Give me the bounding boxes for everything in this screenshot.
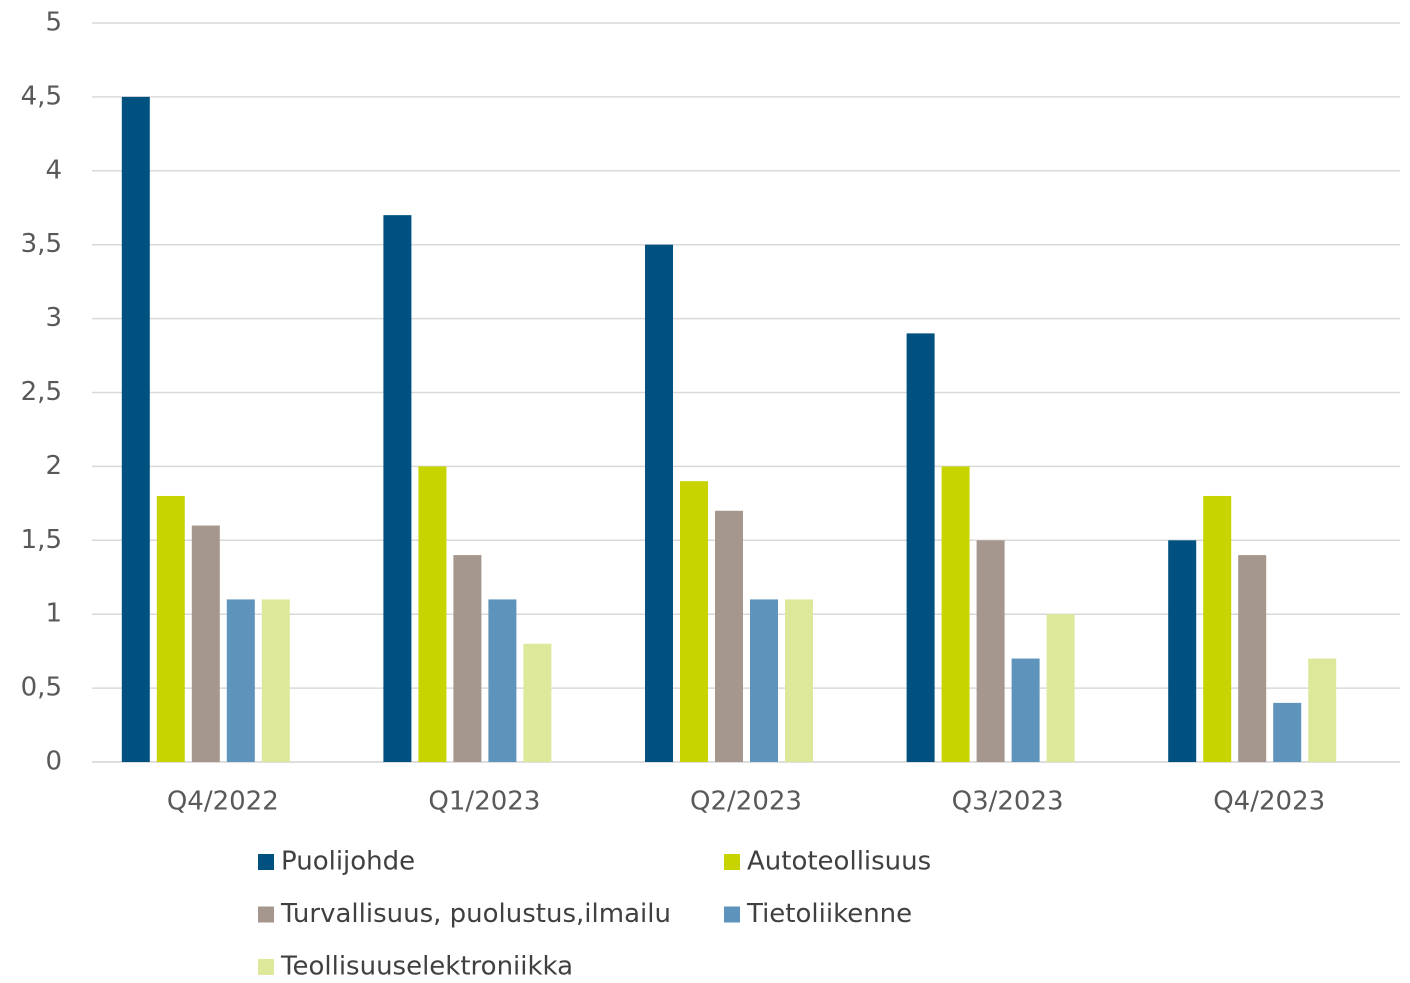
legend-swatch [724, 854, 740, 870]
legend-label: Turvallisuus, puolustus,ilmailu [280, 899, 671, 929]
y-tick-label: 3,5 [21, 229, 62, 259]
x-tick-label: Q3/2023 [952, 787, 1064, 817]
bar [680, 481, 708, 762]
bar [453, 555, 482, 762]
bar [785, 599, 813, 762]
bar [191, 525, 220, 762]
bar [715, 510, 743, 762]
bar [750, 599, 778, 762]
bar [1273, 702, 1302, 762]
x-tick-label: Q4/2022 [167, 787, 279, 817]
bar [1308, 658, 1337, 762]
bar [156, 495, 185, 762]
y-tick-label: 4 [45, 155, 62, 185]
legend-swatch [258, 959, 274, 975]
legend-label: Autoteollisuus [747, 847, 931, 877]
bar [523, 643, 552, 762]
y-tick-label: 2 [45, 451, 62, 481]
legend-label: Puolijohde [281, 847, 415, 877]
y-tick-label: 0 [45, 747, 62, 777]
y-tick-label: 5 [45, 8, 62, 38]
x-tick-label: Q2/2023 [690, 787, 802, 817]
legend-swatch [258, 854, 274, 870]
legend-swatch [258, 906, 274, 923]
bar [121, 96, 150, 762]
legend-label: Teollisuuselektroniikka [280, 952, 573, 982]
bar [1046, 614, 1075, 762]
bar [261, 599, 290, 762]
bar [226, 599, 255, 762]
bar [383, 215, 412, 762]
x-tick-label: Q4/2023 [1213, 787, 1325, 817]
bar [1168, 540, 1197, 762]
bar [488, 599, 517, 762]
bar [1238, 555, 1267, 762]
bar [1011, 658, 1040, 762]
bar [1203, 495, 1232, 762]
y-tick-label: 1 [45, 599, 62, 629]
y-tick-label: 3 [45, 303, 62, 333]
bar [418, 466, 447, 762]
y-tick-label: 4,5 [21, 81, 62, 111]
bar [906, 333, 935, 762]
bar [976, 540, 1005, 762]
x-tick-label: Q1/2023 [428, 787, 540, 817]
bar [645, 244, 673, 762]
y-tick-label: 0,5 [21, 673, 62, 703]
y-tick-label: 2,5 [21, 377, 62, 407]
legend-swatch [724, 906, 740, 923]
bar [941, 466, 970, 762]
legend-label: Tietoliikenne [746, 899, 912, 929]
y-tick-label: 1,5 [21, 525, 62, 555]
